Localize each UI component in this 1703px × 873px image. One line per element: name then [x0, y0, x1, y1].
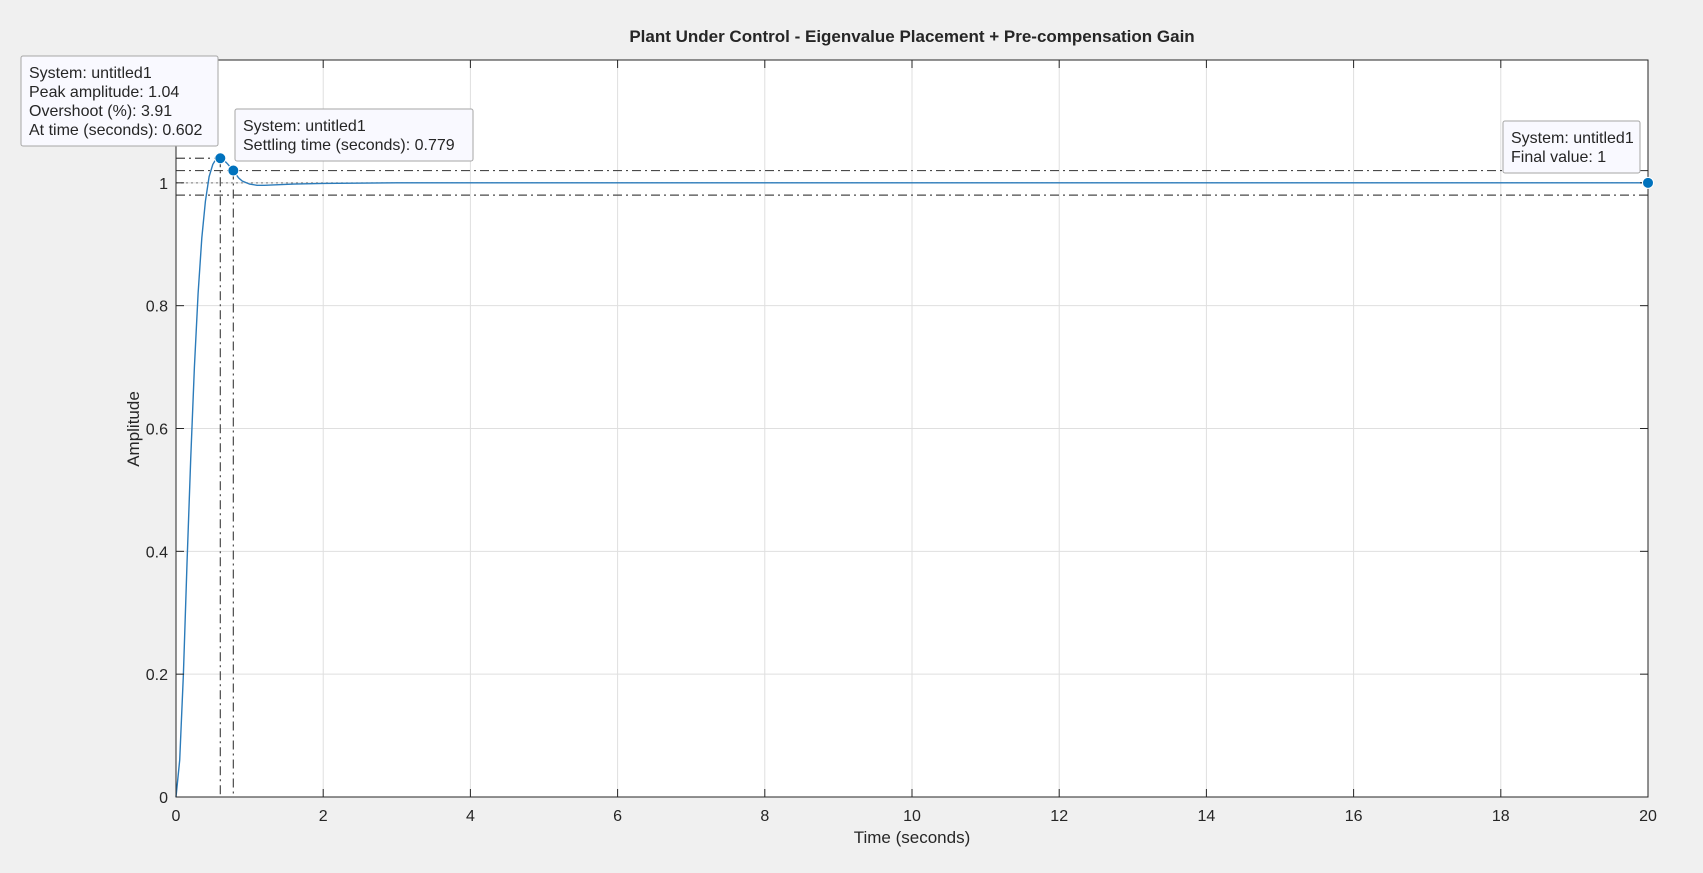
settling-data-tip-line: Settling time (seconds): 0.779 — [243, 137, 455, 154]
final-value-data-tip-line: Final value: 1 — [1511, 149, 1606, 166]
x-tick-label: 6 — [613, 808, 622, 825]
step-response-line — [175, 157, 1648, 798]
data-tips: System: untitled1 Peak amplitude: 1.04 Ove… — [20, 55, 1641, 174]
chart-title: Plant Under Control - Eigenvalue Placeme… — [629, 27, 1194, 46]
settling-marker — [227, 164, 240, 177]
x-tick-label: 16 — [1345, 808, 1363, 825]
y-tick-label: 1 — [159, 176, 168, 193]
x-tick-label: 12 — [1050, 808, 1068, 825]
peak-data-tip-line: System: untitled1 — [29, 65, 152, 82]
y-tick-label: 0 — [159, 790, 168, 807]
peak-marker — [214, 152, 227, 165]
final-value-marker — [1642, 176, 1654, 189]
x-tick-label: 8 — [760, 808, 769, 825]
x-tick-label: 4 — [466, 808, 475, 825]
y-tick-label: 0.6 — [146, 422, 168, 439]
peak-data-tip-line: Overshoot (%): 3.91 — [29, 103, 172, 120]
x-tick-label: 2 — [319, 808, 328, 825]
x-tick-label: 14 — [1198, 808, 1216, 825]
settling-data-tip-line: System: untitled1 — [243, 118, 366, 135]
peak-data-tip-line: Peak amplitude: 1.04 — [29, 84, 179, 101]
data-markers — [214, 152, 1654, 189]
y-axis-label: Amplitude — [124, 391, 143, 467]
peak-data-tip-box — [20, 55, 219, 147]
x-tick-label: 10 — [903, 808, 921, 825]
final-value-data-tip-box — [1502, 120, 1641, 174]
settling-data-tip-box — [234, 108, 474, 162]
x-tick-label: 18 — [1492, 808, 1510, 825]
peak-data-tip-line: At time (seconds): 0.602 — [29, 122, 203, 139]
x-tick-label: 0 — [172, 808, 181, 825]
x-axis-label: Time (seconds) — [854, 828, 971, 847]
y-tick-label: 0.2 — [146, 667, 168, 684]
y-tick-label: 0.8 — [146, 299, 168, 316]
y-tick-label: 0.4 — [146, 544, 168, 561]
final-value-data-tip-line: System: untitled1 — [1511, 130, 1634, 147]
axis-ticks: 0 2 4 6 8 10 12 14 16 18 20 0 0.2 0.4 0.6 0.8 1 — [146, 60, 1657, 825]
x-tick-label: 20 — [1639, 808, 1657, 825]
series-layer — [175, 157, 1648, 798]
